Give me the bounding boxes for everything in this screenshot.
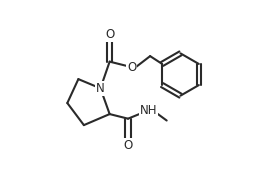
Text: O: O [127, 61, 136, 74]
Text: O: O [105, 29, 114, 41]
Text: N: N [96, 82, 105, 95]
Text: NH: NH [139, 104, 157, 117]
Text: O: O [123, 139, 133, 152]
